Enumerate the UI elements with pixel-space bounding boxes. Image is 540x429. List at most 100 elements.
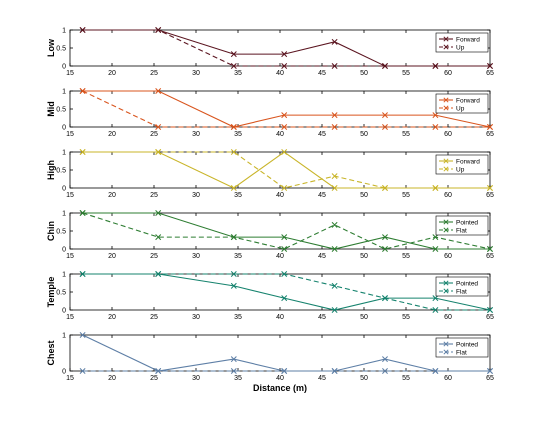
data-point-marker: [79, 210, 86, 216]
x-tick-label: 20: [108, 314, 116, 321]
legend-marker: [443, 44, 449, 50]
plot-area-0: [69, 29, 491, 67]
data-point-marker: [281, 295, 288, 302]
plot-area-2: [69, 151, 491, 189]
x-tick-label: 20: [108, 253, 116, 260]
data-point-marker: [281, 234, 288, 241]
y-tick-label: 0: [62, 308, 66, 315]
x-tick-label: 35: [234, 192, 242, 199]
y-tick-label: 1: [62, 333, 66, 340]
data-point-marker: [230, 124, 237, 130]
legend-marker: [443, 97, 449, 103]
x-tick-label: 45: [318, 314, 326, 321]
data-point-marker: [281, 185, 288, 191]
series-line-pointed: [82, 273, 491, 311]
x-tick-label: 50: [360, 375, 368, 382]
data-point-marker: [382, 124, 388, 130]
x-tick-label: 50: [360, 192, 368, 199]
x-tick-label: 30: [192, 253, 200, 260]
x-tick-label: 40: [276, 192, 284, 199]
data-point-marker: [230, 282, 237, 289]
data-point-marker: [155, 368, 162, 374]
data-point-marker: [382, 185, 388, 191]
data-point-marker: [230, 51, 237, 58]
data-point-marker: [432, 368, 439, 374]
x-tick-label: 15: [66, 192, 74, 199]
data-point-marker: [230, 234, 237, 241]
data-point-marker: [432, 63, 439, 69]
x-tick-label: 30: [192, 131, 200, 138]
data-point-marker: [487, 185, 493, 191]
x-tick-label: 25: [150, 192, 158, 199]
x-tick-label: 65: [486, 192, 494, 199]
x-tick-label: 50: [360, 131, 368, 138]
y-tick-label: 0.5: [56, 290, 66, 297]
data-point-marker: [155, 27, 162, 33]
data-point-marker: [79, 332, 86, 338]
x-tick-label: 15: [66, 131, 74, 138]
data-point-marker: [331, 38, 338, 45]
legend-label: Forward: [456, 37, 480, 44]
x-tick-label: 30: [192, 192, 200, 199]
data-point-marker: [155, 210, 162, 216]
y-axis-label: Low: [46, 38, 56, 57]
legend-label: Pointed: [456, 220, 478, 227]
data-point-marker: [281, 124, 288, 130]
legend-label: Flat: [456, 289, 467, 296]
data-point-marker: [281, 271, 288, 277]
legend-label: Up: [456, 167, 465, 174]
x-tick-label: 60: [444, 192, 452, 199]
x-tick-label: 35: [234, 253, 242, 260]
y-tick-label: 1: [62, 28, 66, 35]
y-tick-label: 1: [62, 211, 66, 218]
y-tick-label: 0: [62, 247, 66, 254]
legend-marker: [443, 280, 449, 286]
legend-marker: [443, 219, 449, 225]
x-tick-label: 25: [150, 131, 158, 138]
data-point-marker: [155, 234, 162, 241]
x-tick-label: 40: [276, 131, 284, 138]
data-point-marker: [432, 185, 439, 191]
data-point-marker: [432, 234, 439, 241]
data-point-marker: [382, 356, 388, 363]
x-tick-label: 50: [360, 70, 368, 77]
x-tick-label: 15: [66, 253, 74, 260]
x-tick-label: 15: [66, 375, 74, 382]
plot-area-3: [69, 212, 491, 250]
legend-marker: [443, 341, 449, 347]
x-tick-label: 65: [486, 375, 494, 382]
y-tick-label: 0.5: [56, 229, 66, 236]
x-tick-label: 35: [234, 314, 242, 321]
legend-marker: [443, 288, 449, 294]
data-point-marker: [230, 63, 237, 69]
data-point-marker: [155, 124, 162, 130]
legend-label: Forward: [456, 98, 480, 105]
x-tick-label: 65: [486, 253, 494, 260]
legend-marker: [443, 36, 449, 42]
legend-marker: [443, 105, 449, 111]
legend-label: Flat: [456, 228, 467, 235]
legend-label: Flat: [456, 350, 467, 357]
data-point-marker: [331, 368, 338, 374]
x-tick-label: 40: [276, 375, 284, 382]
data-point-marker: [230, 368, 237, 374]
legend-label: Up: [456, 45, 465, 52]
y-axis-label: Mid: [46, 101, 56, 117]
legend-marker: [443, 349, 449, 355]
x-tick-label: 55: [402, 192, 410, 199]
x-tick-label: 25: [150, 314, 158, 321]
x-tick-label: 45: [318, 70, 326, 77]
x-tick-label: 55: [402, 314, 410, 321]
data-point-marker: [331, 185, 338, 191]
data-point-marker: [79, 271, 86, 277]
x-tick-label: 30: [192, 375, 200, 382]
data-point-marker: [382, 368, 388, 374]
plot-area-4: [69, 273, 491, 311]
series-line-flat: [82, 212, 491, 250]
legend-label: Forward: [456, 159, 480, 166]
data-point-marker: [155, 271, 162, 277]
data-point-marker: [487, 63, 493, 69]
x-tick-label: 55: [402, 131, 410, 138]
data-point-marker: [281, 246, 288, 252]
